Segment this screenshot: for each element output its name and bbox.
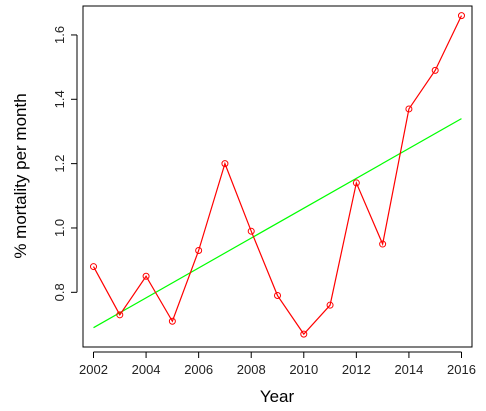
data-point bbox=[247, 227, 255, 235]
plot-frame bbox=[82, 5, 473, 348]
x-axis-title: Year bbox=[260, 387, 295, 406]
data-point bbox=[352, 179, 360, 187]
y-tick-label: 1.2 bbox=[52, 155, 67, 173]
data-point bbox=[326, 301, 334, 309]
x-tick-label: 2004 bbox=[132, 362, 161, 377]
data-point bbox=[116, 311, 124, 319]
x-tick-label: 2014 bbox=[394, 362, 423, 377]
y-axis-title: % mortality per month bbox=[11, 93, 30, 258]
data-point bbox=[405, 105, 413, 113]
series-line bbox=[92, 15, 463, 336]
data-point bbox=[195, 246, 203, 254]
x-tick-label: 2002 bbox=[79, 362, 108, 377]
x-tick-label: 2012 bbox=[342, 362, 371, 377]
y-axis: 0.8 1.0 1.2 1.4 1.6 bbox=[52, 26, 78, 301]
series-layer bbox=[90, 12, 465, 338]
x-tick-label: 2008 bbox=[237, 362, 266, 377]
data-point bbox=[168, 317, 176, 325]
data-point bbox=[431, 66, 439, 74]
data-point bbox=[90, 263, 98, 271]
y-tick-label: 1.4 bbox=[52, 90, 67, 108]
data-point bbox=[142, 272, 150, 280]
data-point bbox=[457, 12, 465, 20]
x-tick-label: 2006 bbox=[184, 362, 213, 377]
y-tick-label: 1.6 bbox=[52, 26, 67, 44]
x-axis: 2002 2004 2006 2008 2010 2012 2014 2016 bbox=[79, 351, 476, 377]
data-point bbox=[274, 292, 281, 300]
x-tick-label: 2010 bbox=[289, 362, 318, 377]
data-point bbox=[379, 240, 387, 248]
y-tick-label: 0.8 bbox=[52, 283, 67, 301]
x-tick-label: 2016 bbox=[447, 362, 476, 377]
data-point bbox=[221, 160, 229, 168]
data-point bbox=[300, 330, 308, 338]
y-tick-label: 1.0 bbox=[52, 219, 67, 237]
